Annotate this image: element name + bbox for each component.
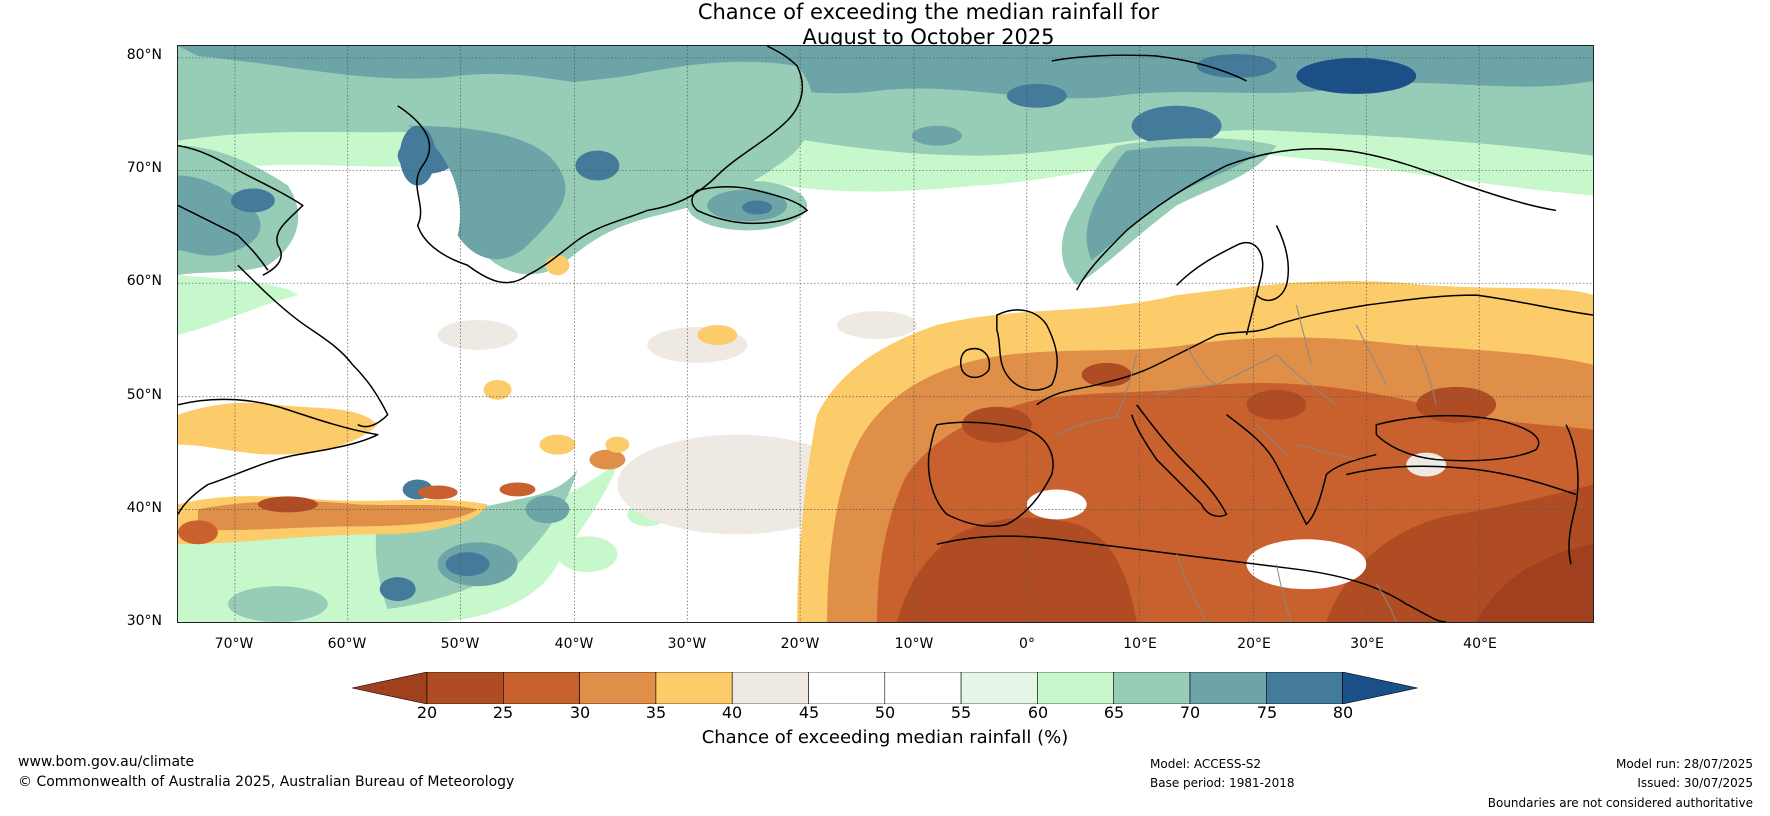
colorbar-tick-75: 75 (1256, 703, 1278, 722)
wet-greenland-region (399, 61, 814, 275)
lon-label-60w: 60°W (327, 636, 367, 652)
wet-atlantic-patches (178, 464, 668, 622)
lon-label-0: 0° (1019, 636, 1035, 652)
colorbar-swatch-65-70 (1113, 672, 1191, 704)
lon-label-70w: 70°W (214, 636, 254, 652)
lon-label-30w: 30°W (667, 636, 707, 652)
colorbar-tick-25: 25 (492, 703, 514, 722)
footer-copyright: © Commonwealth of Australia 2025, Austra… (18, 774, 515, 790)
colorbar-swatch-75-80 (1265, 672, 1343, 704)
footer-issued: Issued: 30/07/2025 (1637, 776, 1753, 790)
lon-label-40w: 40°W (554, 636, 594, 652)
colorbar-tick-50: 50 (874, 703, 896, 722)
wet-norway-region (1061, 138, 1277, 286)
colorbar-tick-40: 40 (721, 703, 743, 722)
lon-label-20e: 20°E (1237, 636, 1271, 652)
lat-label-50n: 50°N (126, 387, 162, 403)
colorbar-swatch-70-75 (1189, 672, 1267, 704)
footer-base-period: Base period: 1981-2018 (1150, 776, 1295, 790)
colorbar-tick-45: 45 (798, 703, 820, 722)
country-borders (1056, 304, 1437, 622)
wet-baffin-region (178, 145, 299, 335)
lat-label-40n: 40°N (126, 500, 162, 516)
lon-label-20w: 20°W (780, 636, 820, 652)
coastlines (178, 46, 1593, 622)
dry-newengland-region (178, 255, 738, 545)
map-canvas (178, 46, 1593, 622)
lon-label-40e: 40°E (1463, 636, 1497, 652)
lat-label-70n: 70°N (126, 160, 162, 176)
colorbar-label: Chance of exceeding median rainfall (%) (701, 727, 1069, 748)
colorbar-swatch-60-65 (1037, 672, 1115, 704)
lon-label-10w: 10°W (894, 636, 934, 652)
lat-label-30n: 30°N (126, 613, 162, 629)
map-gridlines (178, 46, 1593, 622)
colorbar-tick-55: 55 (950, 703, 972, 722)
colorbar-tick-80: 80 (1332, 703, 1354, 722)
colorbar-swatch-55-60 (960, 672, 1038, 704)
footer-model-run: Model run: 28/07/2025 (1615, 757, 1753, 771)
title-line-1: Chance of exceeding the median rainfall … (697, 0, 1160, 24)
lat-label-60n: 60°N (126, 273, 162, 289)
colorbar (352, 672, 1418, 704)
rainfall-map (177, 45, 1594, 623)
colorbar-swatch-35-40 (655, 672, 733, 704)
colorbar-swatch-50-55 (884, 672, 962, 704)
colorbar-tick-70: 70 (1179, 703, 1201, 722)
lon-label-50w: 50°W (440, 636, 480, 652)
colorbar-tick-60: 60 (1027, 703, 1049, 722)
colorbar-swatch-below-20 (352, 672, 428, 704)
lon-label-10e: 10°E (1123, 636, 1157, 652)
colorbar-swatch-30-35 (579, 672, 657, 704)
footer-disclaimer: Boundaries are not considered authoritat… (1487, 796, 1753, 810)
footer-model: Model: ACCESS-S2 (1150, 757, 1262, 771)
colorbar-swatch-45-50 (808, 672, 886, 704)
colorbar-swatch-40-45 (731, 672, 809, 704)
footer-url: www.bom.gov.au/climate (18, 754, 195, 770)
map-title: Chance of exceeding the median rainfall … (0, 0, 1770, 50)
colorbar-tick-30: 30 (569, 703, 591, 722)
colorbar-swatch-above-80 (1342, 672, 1418, 704)
lat-label-80n: 80°N (126, 47, 162, 63)
colorbar-tick-35: 35 (645, 703, 667, 722)
colorbar-tick-20: 20 (416, 703, 438, 722)
colorbar-swatch-20-25 (426, 672, 504, 704)
colorbar-tick-65: 65 (1103, 703, 1125, 722)
lon-label-30e: 30°E (1350, 636, 1384, 652)
colorbar-swatch-25-30 (503, 672, 580, 704)
